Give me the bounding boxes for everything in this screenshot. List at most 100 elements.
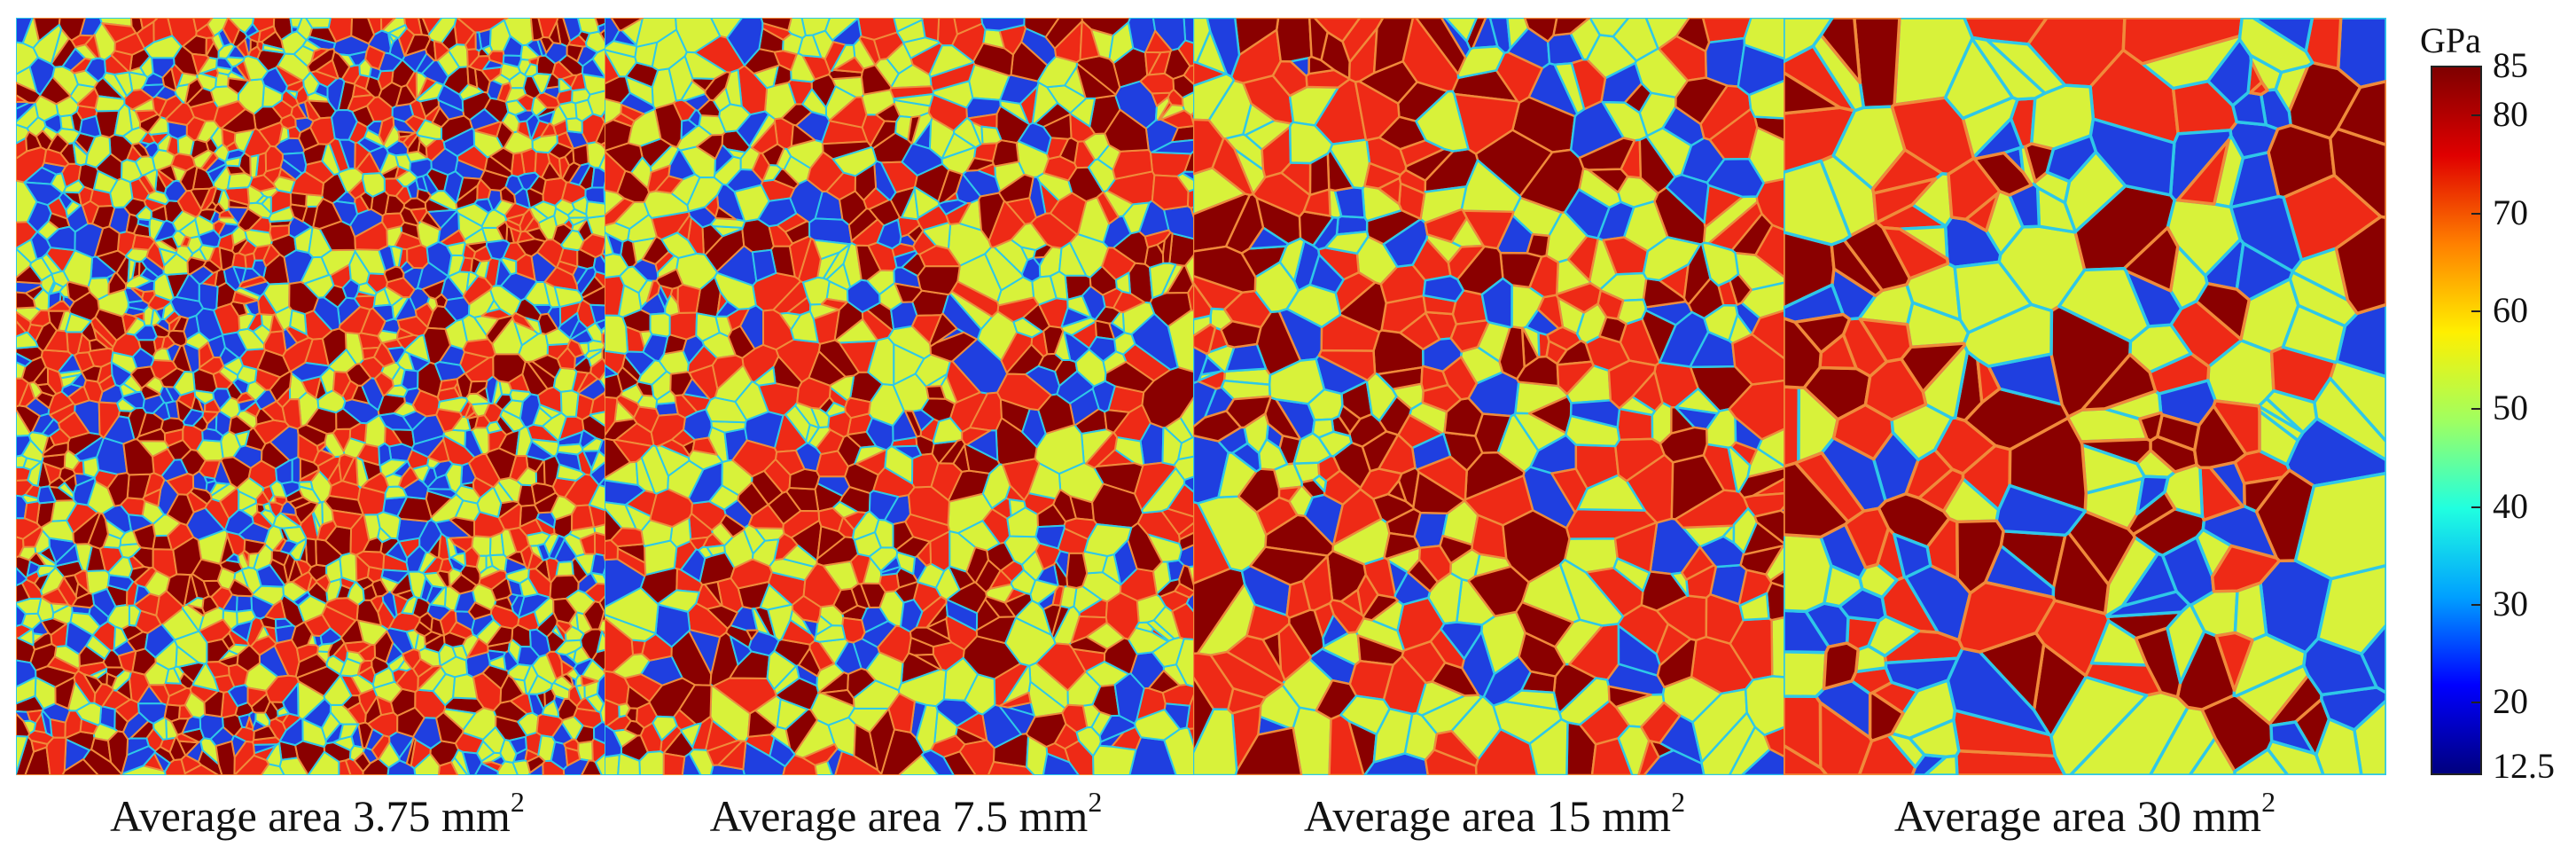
grain-cell	[425, 241, 453, 278]
grain-cell	[439, 609, 457, 637]
grain-cell	[486, 299, 501, 313]
grain-cell	[1518, 148, 1585, 214]
grain-cell	[2049, 675, 2149, 775]
grain-cell	[67, 386, 90, 406]
grain-cell	[1052, 489, 1077, 522]
grain-cell	[16, 377, 29, 408]
grain-cell	[261, 67, 288, 95]
grain-cell	[720, 514, 745, 538]
grain-cell	[858, 35, 881, 67]
grain-cell	[536, 110, 556, 125]
grain-cell	[1729, 272, 1752, 306]
grain-cell	[2233, 748, 2290, 775]
grain-cell	[332, 371, 352, 397]
grain-cell	[166, 473, 195, 496]
grain-cell	[662, 752, 686, 775]
grain-cell	[908, 485, 950, 527]
grain-cell	[1444, 18, 1479, 43]
grain-cell	[1784, 608, 1831, 655]
grain-cell	[2214, 631, 2254, 693]
grain-cell	[726, 18, 764, 67]
grain-cell	[436, 569, 451, 588]
grain-cell	[234, 430, 250, 448]
grain-cell	[605, 586, 660, 635]
grain-cell	[752, 152, 770, 183]
grain-cell	[509, 455, 529, 482]
grain-cell	[403, 333, 431, 363]
grain-cell	[714, 206, 737, 221]
grain-cell	[426, 488, 457, 499]
grain-cell	[1518, 631, 1566, 678]
grain-cell	[649, 488, 693, 528]
grain-cell	[184, 77, 204, 105]
grain-cell	[76, 87, 99, 109]
grain-cell	[1784, 159, 1852, 247]
grain-cell	[1012, 317, 1043, 339]
grain-cell	[121, 159, 143, 184]
grain-cell	[42, 441, 69, 458]
grain-cell	[307, 750, 340, 775]
grain-cell	[1784, 317, 1823, 389]
grain-cell	[262, 43, 285, 54]
grain-cell	[228, 199, 250, 209]
grain-cell	[1700, 241, 1740, 287]
grain-cell	[704, 71, 731, 102]
grain-cell	[709, 217, 746, 229]
grain-cell	[350, 18, 376, 45]
grain-cell	[913, 653, 943, 671]
grain-cell	[33, 365, 50, 387]
grain-cell	[264, 599, 286, 621]
grain-cell	[1157, 100, 1173, 122]
grain-cell	[552, 597, 578, 624]
grain-cell	[605, 150, 627, 194]
grain-cell	[113, 71, 134, 98]
grain-cell	[575, 684, 586, 702]
grain-cell	[340, 618, 364, 645]
grain-cell	[1363, 161, 1401, 190]
grain-cell	[138, 113, 162, 134]
grain-cell	[571, 504, 595, 531]
grain-cell	[605, 232, 624, 256]
grain-cell	[605, 49, 637, 78]
grain-cell	[396, 315, 429, 338]
grain-cell	[1227, 686, 1267, 715]
grain-cell	[1193, 245, 1257, 294]
grain-cell	[1074, 349, 1107, 388]
grain-cell	[1051, 584, 1065, 607]
grain-cell	[180, 235, 191, 247]
grain-cell	[174, 630, 208, 665]
grain-cell	[660, 231, 698, 259]
grain-cell	[965, 546, 989, 584]
grain-map-7-5	[605, 18, 1207, 775]
grain-cell	[131, 233, 156, 251]
grain-cell	[438, 643, 457, 667]
grain-cell	[2175, 138, 2230, 206]
grain-cell	[195, 307, 224, 341]
grain-cell	[1285, 579, 1312, 619]
grain-cell	[540, 122, 558, 137]
grain-cell	[50, 282, 65, 295]
grain-cell	[2237, 18, 2314, 75]
grain-cell	[590, 166, 609, 189]
grain-cell	[217, 43, 236, 59]
grain-cell	[56, 128, 82, 145]
grain-cell	[338, 138, 356, 170]
grain-cell	[291, 456, 301, 484]
grain-cell	[264, 145, 284, 173]
grain-cell	[1893, 532, 1932, 579]
grain-cell	[496, 82, 512, 103]
grain-cell	[1030, 212, 1078, 249]
grain-cell	[23, 500, 41, 524]
grain-cell	[1144, 29, 1173, 54]
grain-cell	[25, 130, 43, 153]
grain-cell	[519, 208, 535, 233]
grain-cell	[362, 172, 386, 198]
grain-cell	[1199, 355, 1224, 376]
grain-cell	[511, 311, 535, 332]
colorbar-tick-label: 60	[2493, 289, 2528, 330]
colorbar-tick-label: 20	[2493, 681, 2528, 722]
grain-cell	[435, 711, 464, 745]
grain-cell	[1558, 558, 1625, 627]
grain-cell	[891, 444, 923, 460]
grain-map-30	[1784, 18, 2386, 775]
